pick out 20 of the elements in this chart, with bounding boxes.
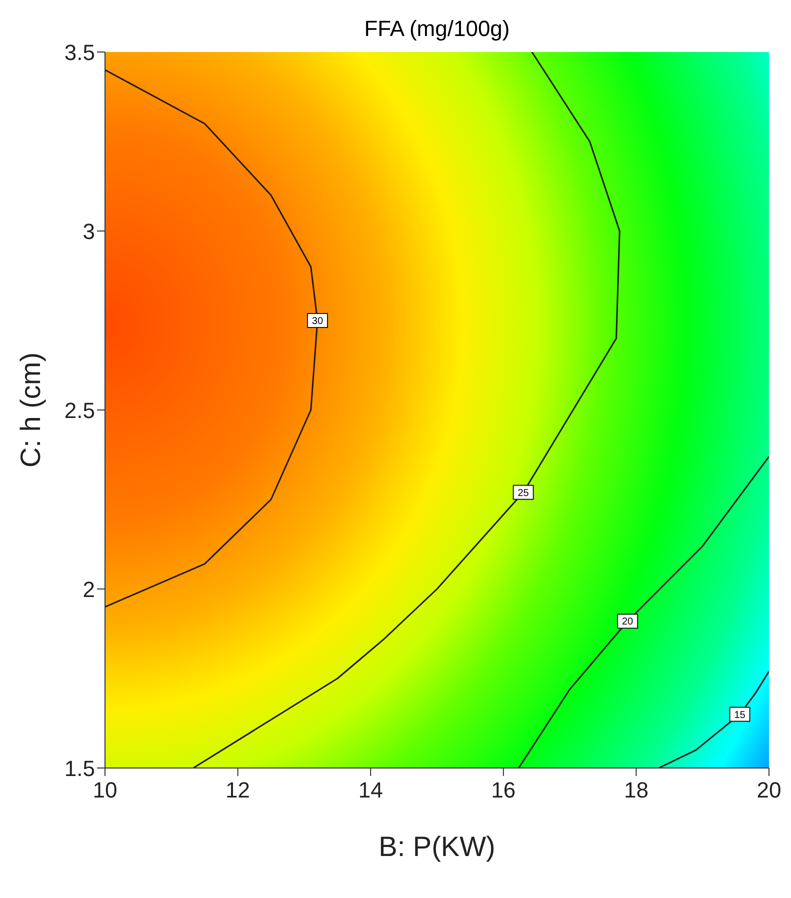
x-axis-title: B: P(KW) [378,831,496,862]
x-tick-label: 16 [491,778,516,803]
series-label: 15 [734,710,746,721]
y-tick-label: 3 [82,218,95,244]
y-tick-label: 2.5 [64,398,95,423]
x-tick-label: 10 [92,778,118,803]
x-tick-label: 18 [624,778,648,803]
y-tick-label: 3.5 [64,40,95,65]
y-axis-title: C: h (cm) [14,352,46,468]
x-tick-label: 12 [226,778,250,803]
line-series [658,670,769,768]
y-tick-label: 2 [82,576,95,602]
y-tick-label: 1.5 [64,756,95,781]
line-series [192,52,620,768]
chart-title: FFA (mg/100g) [363,16,511,42]
series-label: 25 [518,488,530,499]
x-tick-label: 14 [358,778,383,803]
line-series [518,456,769,768]
series-label: 20 [622,616,634,628]
x-tick-label: 20 [756,778,782,803]
